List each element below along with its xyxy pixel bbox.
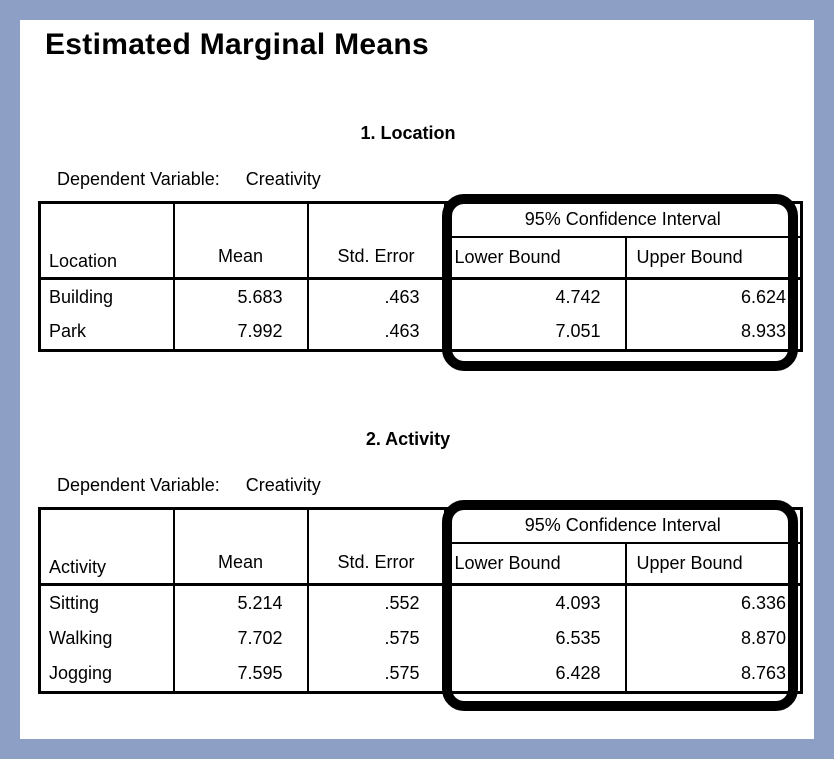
lower-bound-value: 4.742 [443,278,626,315]
std-error-value: .463 [306,314,445,351]
column-header-upper-bound: Upper Bound [624,236,802,280]
location-table: Location Mean Std. Error 95% Confidence … [38,201,803,352]
table-row: Walking 7.702 .575 6.535 8.870 [40,620,802,657]
ci-header: 95% Confidence Interval [443,508,802,544]
dependent-variable-value: Creativity [245,475,321,495]
lower-bound-value: 4.093 [443,584,626,621]
mean-value: 7.595 [172,656,308,693]
mean-value: 7.702 [172,620,308,657]
dependent-variable-value: Creativity [245,169,321,189]
lower-bound-value: 7.051 [443,314,626,351]
dependent-variable-label: Dependent Variable: [57,475,220,495]
dependent-variable-line: Dependent Variable: Creativity [38,168,800,190]
upper-bound-value: 6.336 [624,584,802,621]
upper-bound-value: 6.624 [624,278,802,315]
row-label: Jogging [49,663,113,684]
lower-bound-value: 6.535 [443,620,626,657]
row-label: Sitting [49,592,100,613]
mean-value: 5.683 [172,278,308,315]
row-label: Walking [49,628,113,648]
mean-value: 5.214 [172,584,308,621]
column-header-mean: Mean [172,508,308,586]
mean-value: 7.992 [172,314,308,351]
upper-bound-value: 8.933 [624,314,802,351]
page-title: Estimated Marginal Means [45,28,429,61]
column-header-mean: Mean [172,202,308,280]
column-header-lower-bound: Lower Bound [444,542,626,586]
column-header-activity: Activity [39,508,174,586]
table-row: Jogging 7.595 .575 6.428 8.763 [40,656,802,693]
column-header-location: Location [39,202,174,280]
header-row-top: Activity Mean Std. Error 95% Confidence … [39,508,802,586]
header-row-top: Location Mean Std. Error 95% Confidence … [39,202,802,280]
column-header-std-error: Std. Error [306,508,445,586]
header-row-bounds: Lower Bound Upper Bound [40,542,802,586]
table-row: Building 5.683 .463 4.742 6.624 [40,278,802,315]
dependent-variable-line: Dependent Variable: Creativity [38,474,800,496]
column-header-upper-bound: Upper Bound [624,542,802,586]
section-activity: 2. Activity Dependent Variable: Creativit… [38,428,803,711]
column-header-std-error: Std. Error [306,202,445,280]
std-error-value: .463 [306,278,445,315]
std-error-value: .575 [306,620,445,657]
section-location: 1. Location Dependent Variable: Creativit… [38,122,803,371]
output-panel: Estimated Marginal Means 1. Location Dep… [20,20,814,739]
upper-bound-value: 8.763 [624,656,802,693]
location-table-wrap: Location Mean Std. Error 95% Confidence … [38,194,803,371]
row-label: Park [49,321,87,342]
ci-header: 95% Confidence Interval [443,202,802,238]
table-row: Sitting 5.214 .552 4.093 6.336 [40,584,802,621]
upper-bound-value: 8.870 [624,620,802,657]
section-title-activity: 2. Activity [365,429,451,449]
column-header-lower-bound: Lower Bound [444,236,626,280]
section-title-location: 1. Location [360,123,456,143]
std-error-value: .552 [306,584,445,621]
dependent-variable-label: Dependent Variable: [57,169,220,189]
activity-table: Activity Mean Std. Error 95% Confidence … [38,507,803,694]
header-row-bounds: Lower Bound Upper Bound [40,236,802,280]
table-row: Park 7.992 .463 7.051 8.933 [40,314,802,351]
std-error-value: .575 [306,656,445,693]
activity-table-wrap: Activity Mean Std. Error 95% Confidence … [38,500,803,711]
row-label: Building [49,286,114,307]
lower-bound-value: 6.428 [443,656,626,693]
